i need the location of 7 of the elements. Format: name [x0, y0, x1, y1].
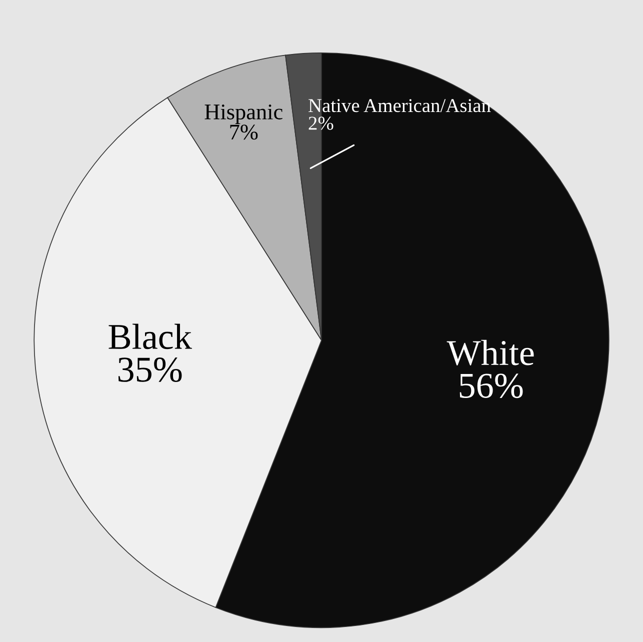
data-label: 56% — [460, 374, 523, 398]
data-label: 2% — [308, 116, 334, 130]
data-label: 35% — [118, 358, 182, 382]
data-label: 7% — [230, 124, 258, 140]
slice-label: Black — [108, 324, 192, 350]
slice-label: White — [446, 340, 534, 366]
slice-label: Hispanic — [204, 104, 282, 124]
